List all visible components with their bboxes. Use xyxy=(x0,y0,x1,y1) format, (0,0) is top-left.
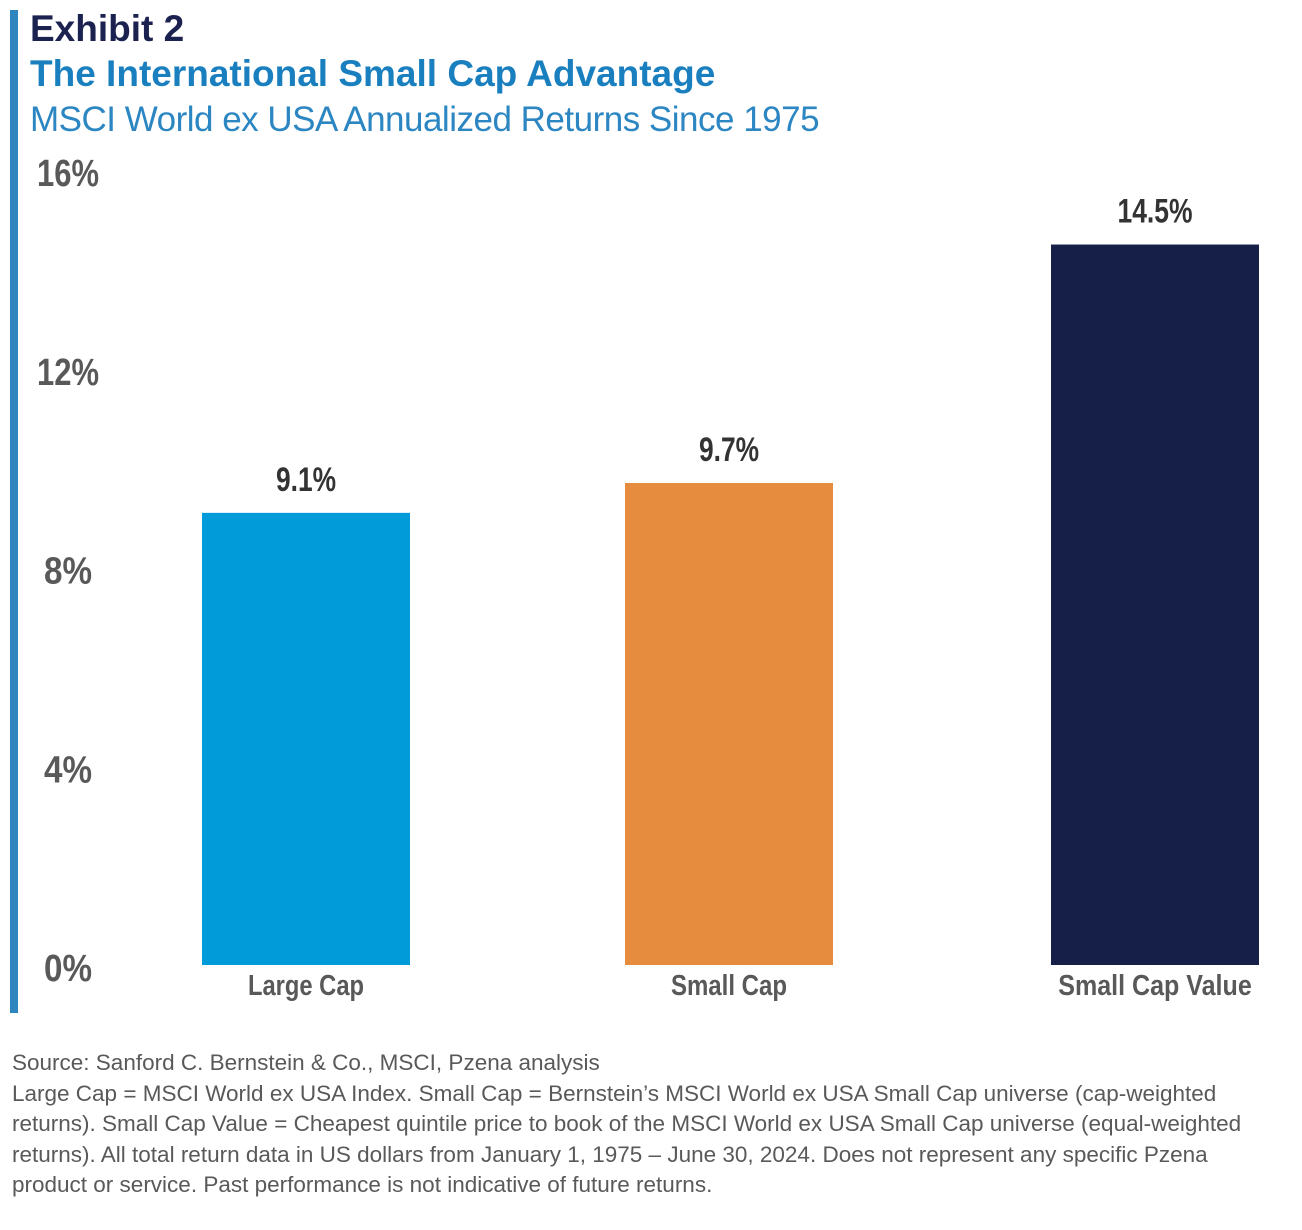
source-note: Source: Sanford C. Bernstein & Co., MSCI… xyxy=(12,1050,600,1075)
data-label: 14.5% xyxy=(1118,193,1193,231)
x-tick-label: Small Cap xyxy=(671,970,787,1002)
bar xyxy=(1051,244,1259,965)
x-tick-label: Large Cap xyxy=(248,970,364,1002)
y-tick-label: 4% xyxy=(44,749,92,791)
y-tick-label: 0% xyxy=(44,948,92,990)
footer: Source: Sanford C. Bernstein & Co., MSCI… xyxy=(12,1048,1282,1201)
y-tick-label: 12% xyxy=(37,352,99,394)
chart-title: The International Small Cap Advantage xyxy=(30,53,716,94)
exhibit-label: Exhibit 2 xyxy=(30,8,185,49)
bar xyxy=(202,512,410,965)
y-tick-label: 16% xyxy=(37,153,99,195)
chart-subtitle: MSCI World ex USA Annualized Returns Sin… xyxy=(30,100,820,139)
definitions-note: Large Cap = MSCI World ex USA Index. Sma… xyxy=(12,1080,1242,1198)
data-label: 9.1% xyxy=(276,461,336,499)
bar xyxy=(625,483,833,965)
y-tick-label: 8% xyxy=(44,551,92,593)
bar-chart: 0% 4% 8% 12% 16% 9.1% Large Cap 9.7% Small Cap 14… xyxy=(37,153,1259,1002)
data-label: 9.7% xyxy=(699,431,759,469)
x-tick-label: Small Cap Value xyxy=(1058,970,1252,1002)
accent-bar xyxy=(10,10,18,1013)
